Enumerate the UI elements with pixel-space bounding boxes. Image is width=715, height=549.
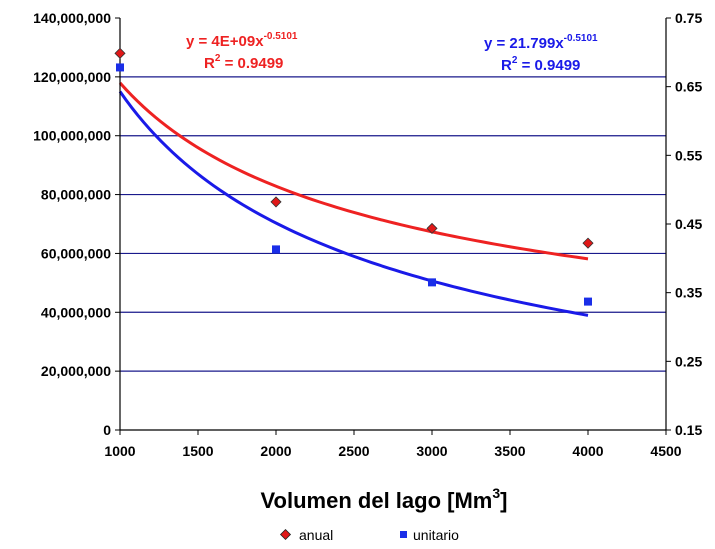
gridlines — [120, 76, 666, 372]
y-right-tick-label: 0.35 — [675, 285, 702, 301]
anual-r2: R2 = 0.9499 — [204, 53, 283, 72]
x-tick-label: 2000 — [260, 443, 291, 459]
y-right-tick-label: 0.65 — [675, 79, 702, 95]
y-left-tick-label: 20,000,000 — [41, 363, 111, 379]
anual-equation: y = 4E+09x-0.5101 — [186, 31, 298, 50]
trendlines — [118, 81, 589, 317]
legend-marker-unitario — [400, 531, 407, 538]
y-left-tick-label: 100,000,000 — [33, 128, 111, 144]
x-tick-label: 3000 — [416, 443, 447, 459]
anual-point — [426, 222, 438, 234]
unitario-r2: R2 = 0.9499 — [501, 55, 580, 74]
anual-trendline — [118, 81, 589, 261]
legend-marker-anual — [279, 528, 292, 541]
y-right-tick-label: 0.15 — [675, 422, 702, 438]
y-left-tick-label: 120,000,000 — [33, 69, 111, 85]
x-tick-label: 4000 — [572, 443, 603, 459]
y-left-tick-label: 40,000,000 — [41, 304, 111, 320]
y-left-tick-label: 140,000,000 — [33, 10, 111, 26]
unitario-point — [272, 245, 280, 254]
y-right-tick-label: 0.25 — [675, 353, 702, 369]
unitario-trendline — [118, 90, 589, 317]
axes — [115, 17, 671, 435]
anual-point — [270, 196, 282, 208]
y-left-tick-label: 0 — [103, 422, 111, 438]
unitario-point — [584, 297, 592, 306]
y-right-tick-label: 0.45 — [675, 216, 702, 232]
y-right-tick-label: 0.55 — [675, 147, 702, 163]
data-points — [114, 47, 594, 306]
x-tick-label: 1500 — [182, 443, 213, 459]
x-tick-label: 4500 — [650, 443, 681, 459]
legend: anual unitario — [279, 527, 459, 543]
unitario-equation: y = 21.799x-0.5101 — [484, 33, 598, 52]
y-left-tick-label: 80,000,000 — [41, 187, 111, 203]
unitario-point — [116, 63, 124, 72]
x-axis-title: Volumen del lago [Mm3] — [261, 485, 508, 513]
tick-labels: 0 20,000,000 40,000,000 60,000,000 80,000,00… — [33, 10, 702, 459]
x-tick-label: 2500 — [338, 443, 369, 459]
y-right-tick-label: 0.75 — [675, 10, 702, 26]
legend-label-anual: anual — [299, 527, 333, 543]
unitario-point — [428, 278, 436, 287]
anual-point — [582, 237, 594, 249]
x-tick-label: 1000 — [104, 443, 135, 459]
anual-point — [114, 47, 126, 59]
x-tick-label: 3500 — [494, 443, 525, 459]
legend-label-unitario: unitario — [413, 527, 459, 543]
y-left-tick-label: 60,000,000 — [41, 245, 111, 261]
